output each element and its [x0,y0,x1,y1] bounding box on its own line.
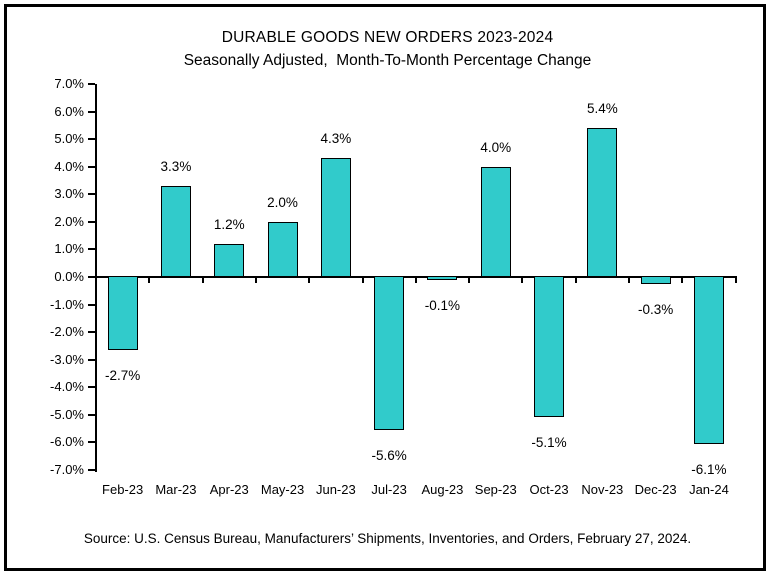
x-category-label: Mar-23 [155,482,197,497]
x-tick-mark [308,278,311,283]
x-category-label: Jul-23 [371,482,407,497]
bar [214,243,245,277]
x-category-label: Oct-23 [529,482,569,497]
y-tick-label: -4.0% [50,379,84,395]
bar [320,158,351,277]
bar [267,221,298,277]
y-tick-label: 2.0% [54,213,84,229]
bar-value-label: 2.0% [267,194,298,210]
bar-value-label: -0.3% [638,302,674,318]
y-tick-label: 5.0% [54,131,84,147]
x-tick-mark [468,278,471,283]
x-category-label: Apr-23 [209,482,249,497]
chart-subtitle: Seasonally Adjusted, Month-To-Month Perc… [183,52,592,69]
y-tick-label: -2.0% [50,324,84,340]
x-category-label: Jan-24 [689,482,729,497]
x-category-label: Feb-23 [102,482,144,497]
bar-value-label: 1.2% [213,216,245,232]
bar-value-label: -6.1% [691,462,727,478]
chart-title: DURABLE GOODS NEW ORDERS 2023-2024 [221,29,554,46]
source-note: Source: U.S. Census Bureau, Manufacturer… [83,531,692,546]
y-tick-label: 3.0% [54,186,84,202]
y-tick-label: 4.0% [54,158,84,174]
bar [427,276,458,280]
x-category-label: Dec-23 [634,482,677,497]
y-tick-mark [88,110,95,113]
bar-value-label: -2.7% [105,368,141,384]
bar [693,276,724,445]
x-category-label: May-23 [260,482,305,497]
x-category-label: Jun-23 [315,482,356,497]
y-tick-mark [88,358,95,361]
y-tick-mark [88,248,95,251]
bar [640,276,671,285]
y-tick-mark [88,83,95,85]
bar [160,186,191,277]
y-tick-mark [88,276,95,278]
y-tick-label: 0.0% [54,269,84,284]
bar [587,128,618,277]
y-tick-mark [88,303,95,306]
x-tick-mark [201,278,204,283]
x-tick-mark [361,278,364,283]
y-tick-mark [88,386,95,389]
y-tick-mark [88,193,95,196]
x-axis-line [95,276,737,278]
y-tick-label: -7.0% [50,462,84,477]
bar-value-label: -0.1% [424,298,461,313]
y-tick-mark [88,138,95,141]
x-tick-mark [734,278,737,283]
x-category-label: Sep-23 [474,482,517,497]
y-tick-label: 7.0% [54,76,84,91]
bar-value-label: -5.1% [531,434,567,450]
x-category-label: Aug-23 [421,482,464,497]
x-tick-mark [521,278,524,283]
x-tick-mark [148,278,151,283]
y-tick-label: 6.0% [54,103,84,119]
bar [107,276,138,351]
bar-value-label: 3.3% [160,159,192,174]
x-tick-mark [628,278,630,283]
y-tick-label: -6.0% [50,434,84,450]
x-tick-mark [254,278,257,283]
y-tick-mark [88,441,95,444]
y-tick-label: 1.0% [54,241,84,257]
y-tick-mark [88,413,95,416]
x-tick-mark [681,278,684,283]
x-tick-mark [574,278,577,283]
y-tick-label: -5.0% [50,406,84,422]
y-tick-mark [88,469,95,471]
y-tick-mark [88,331,95,334]
bar-value-label: -5.6% [371,448,407,464]
y-tick-mark [88,165,95,168]
y-tick-mark [88,220,95,223]
bar [374,276,405,431]
y-tick-label: -1.0% [50,296,84,312]
bar [534,276,565,417]
y-tick-label: -3.0% [50,351,84,367]
x-tick-mark [95,278,97,283]
bar-value-label: 4.0% [480,139,512,155]
bar-value-label: 5.4% [586,101,618,117]
x-category-label: Nov-23 [581,482,624,497]
bar-value-label: 4.3% [320,131,352,147]
x-tick-mark [414,278,417,283]
bar [480,166,511,277]
